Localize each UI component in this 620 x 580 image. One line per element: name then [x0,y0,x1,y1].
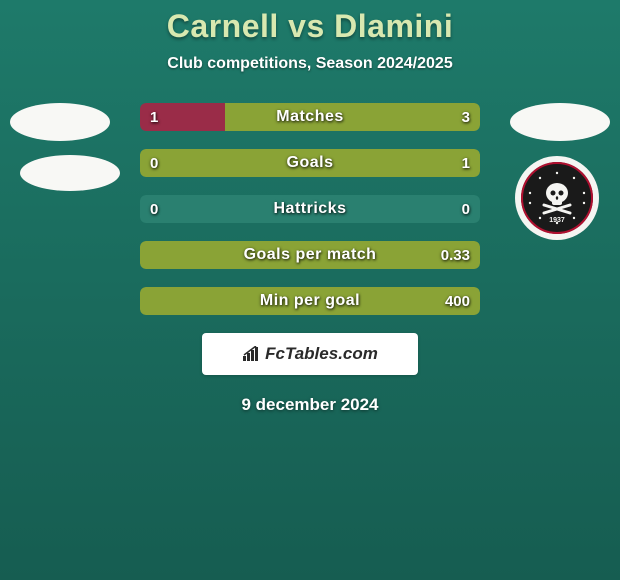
stat-label: Goals [140,149,480,177]
watermark-label: FcTables.com [265,344,378,364]
stat-value-right: 0.33 [441,241,470,269]
stat-label: Min per goal [140,287,480,315]
stats-area: 1937 1 Matches 3 0 Goals 1 0 [0,103,620,415]
stat-row-goals: 0 Goals 1 [140,149,480,177]
stat-row-mpg: Min per goal 400 [140,287,480,315]
stat-label: Goals per match [140,241,480,269]
subtitle: Club competitions, Season 2024/2025 [0,55,620,73]
stat-label: Matches [140,103,480,131]
stat-value-right: 3 [462,103,470,131]
stat-value-right: 1 [462,149,470,177]
page-title: Carnell vs Dlamini [0,8,620,45]
team-right-logo-1 [510,103,610,141]
stat-row-gpm: Goals per match 0.33 [140,241,480,269]
stat-row-hattricks: 0 Hattricks 0 [140,195,480,223]
date-label: 9 december 2024 [0,395,620,415]
stat-label: Hattricks [140,195,480,223]
stat-value-right: 0 [462,195,470,223]
team-left-logo-1 [10,103,110,141]
infographic-container: Carnell vs Dlamini Club competitions, Se… [0,0,620,580]
team-left-logo-2 [20,155,120,191]
watermark-text: FcTables.com [242,344,378,364]
team-right-logo-2: 1937 [514,155,600,241]
svg-text:1937: 1937 [549,217,565,224]
stat-value-right: 400 [445,287,470,315]
stats-bars: 1 Matches 3 0 Goals 1 0 Hattricks 0 [140,103,480,315]
watermark-badge: FcTables.com [202,333,418,375]
stat-row-matches: 1 Matches 3 [140,103,480,131]
chart-icon [242,346,262,362]
pirates-badge-icon: 1937 [514,155,600,241]
